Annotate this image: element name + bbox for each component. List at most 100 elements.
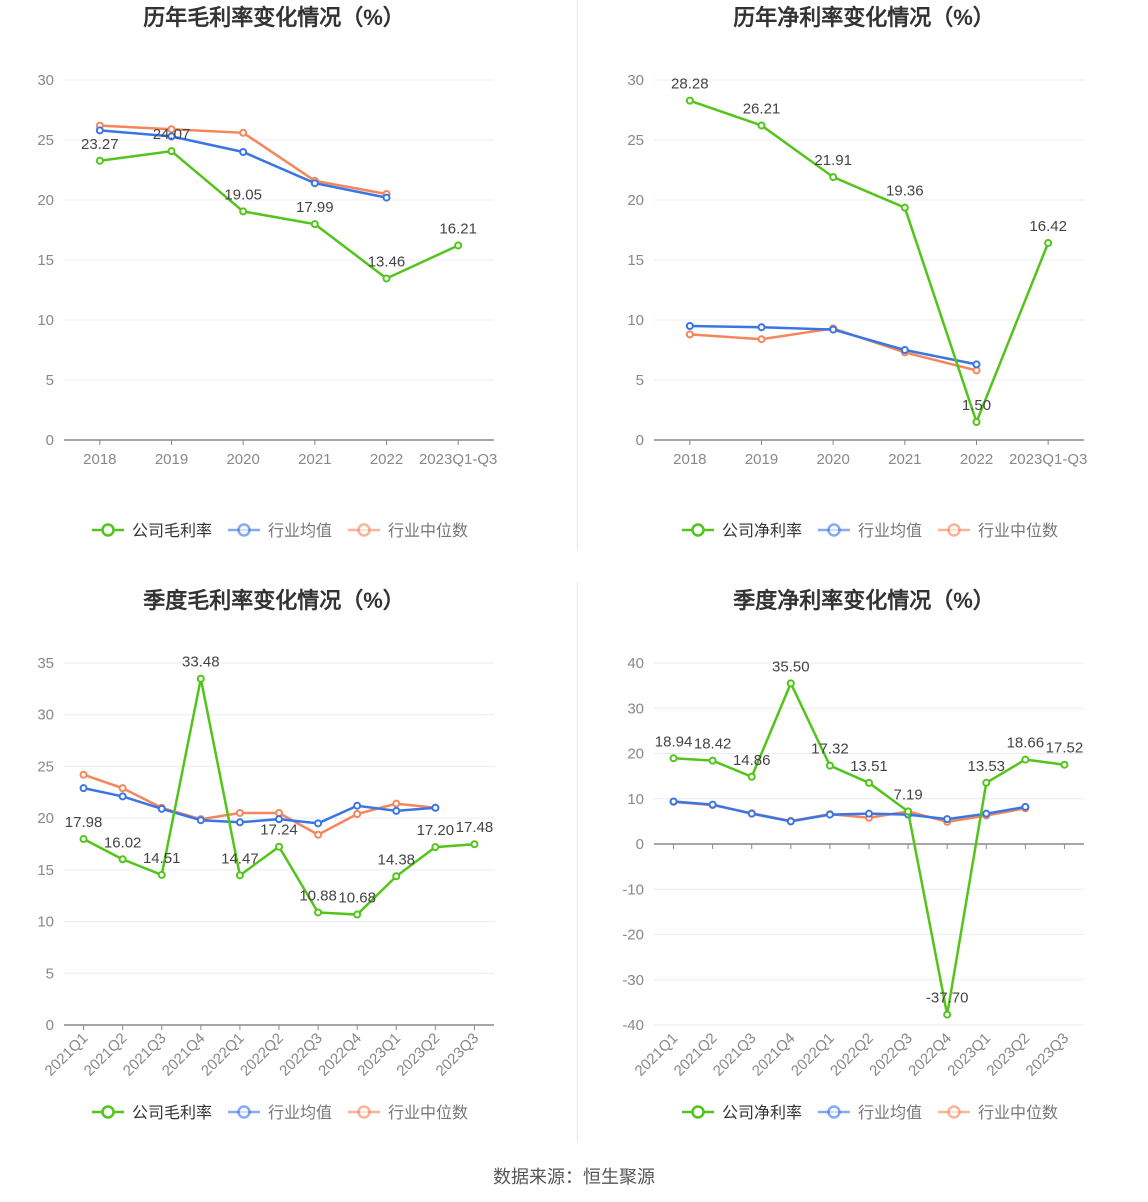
data-label: 16.42 — [1029, 218, 1067, 235]
y-tick-label: 30 — [627, 700, 644, 717]
data-point-avg — [431, 803, 440, 812]
legend-marker-icon — [237, 523, 251, 537]
data-label: 14.47 — [221, 850, 259, 867]
data-point-company — [943, 1010, 952, 1019]
data-label: 16.02 — [104, 834, 142, 851]
data-point-avg — [310, 179, 319, 188]
data-label: 14.38 — [377, 851, 415, 868]
x-tick-label: 2018 — [83, 451, 116, 468]
legend-marker-icon — [947, 523, 961, 537]
data-point-company — [275, 842, 283, 851]
legend-label: 公司净利率 — [722, 522, 802, 540]
data-label: 7.19 — [893, 786, 922, 803]
legend-label: 行业中位数 — [388, 522, 468, 540]
data-point-company — [669, 754, 678, 763]
y-tick-label: 30 — [37, 707, 54, 724]
legend-marker-icon — [691, 1105, 705, 1119]
chart-1: 历年毛利率变化情况（%） 0 5 10 15 20 25 30 2018 2019 2020 2021… — [37, 5, 497, 540]
x-tick-label: 2023Q1-Q3 — [1009, 451, 1087, 468]
data-point-avg — [943, 815, 952, 824]
legend-marker-icon — [357, 523, 371, 537]
x-tick-label: 2019 — [155, 451, 188, 468]
legend-item-median[interactable]: 行业中位数 — [938, 522, 1058, 540]
data-point-company — [1044, 238, 1053, 247]
legend-label: 公司毛利率 — [132, 522, 212, 540]
x-tick-label: 2021 — [888, 451, 921, 468]
legend-label: 行业均值 — [268, 1104, 332, 1122]
data-point-company — [982, 778, 991, 787]
y-tick-label: -20 — [622, 927, 644, 944]
y-tick-label: -40 — [622, 1017, 644, 1034]
x-tick-label: 2020 — [226, 451, 259, 468]
y-tick-label: 0 — [46, 432, 54, 449]
data-point-avg — [747, 809, 756, 818]
legend-item-avg[interactable]: 行业均值 — [228, 1104, 332, 1122]
y-tick-label: -30 — [622, 972, 644, 989]
data-point-company — [685, 96, 694, 105]
series-line-avg — [673, 800, 1026, 823]
y-tick-label: 5 — [46, 372, 54, 389]
data-point-median — [392, 799, 401, 808]
data-point-company — [786, 679, 795, 688]
y-tick-label: 20 — [627, 746, 644, 763]
data-point-avg — [314, 819, 323, 828]
legend-item-median[interactable]: 行业中位数 — [348, 1104, 468, 1122]
data-label: 17.24 — [260, 822, 298, 839]
data-point-avg — [353, 801, 362, 810]
chart-title: 历年净利率变化情况（%） — [733, 5, 995, 30]
data-point-company — [470, 840, 479, 849]
data-label: 1.50 — [962, 397, 991, 414]
legend-marker-icon — [357, 1105, 371, 1119]
x-tick-label: 2020 — [816, 451, 849, 468]
data-point-avg — [157, 804, 166, 813]
data-label: 17.32 — [811, 741, 849, 758]
legend-marker-icon — [827, 523, 841, 537]
chart-title: 季度毛利率变化情况（%） — [143, 588, 405, 613]
legend-item-company[interactable]: 公司净利率 — [682, 522, 802, 540]
y-tick-label: 40 — [627, 655, 644, 672]
legend-label: 行业均值 — [858, 1104, 922, 1122]
data-label: 35.50 — [772, 658, 810, 675]
series-line-company — [689, 99, 1050, 426]
data-point-company — [757, 121, 766, 130]
divider — [577, 582, 578, 1142]
data-label: 19.05 — [224, 186, 262, 203]
divider — [577, 0, 578, 550]
series-line-median — [689, 327, 977, 372]
data-label: 26.21 — [743, 100, 781, 117]
legend-item-company[interactable]: 公司净利率 — [682, 1104, 802, 1122]
data-label: 10.68 — [338, 890, 376, 907]
data-point-company — [392, 872, 401, 881]
legend-item-company[interactable]: 公司毛利率 — [92, 522, 212, 540]
legend-item-median[interactable]: 行业中位数 — [938, 1104, 1058, 1122]
legend-item-avg[interactable]: 行业均值 — [818, 522, 922, 540]
data-point-median — [118, 784, 127, 793]
data-label: 17.99 — [296, 199, 334, 216]
legend-marker-icon — [237, 1105, 251, 1119]
data-point-median — [353, 810, 362, 819]
data-point-company — [157, 870, 166, 879]
y-tick-label: -10 — [622, 881, 644, 898]
y-tick-label: 15 — [37, 252, 54, 269]
y-tick-label: 25 — [37, 132, 54, 149]
data-point-company — [972, 418, 981, 426]
series-line-median — [673, 800, 1026, 824]
y-tick-label: 0 — [46, 1017, 54, 1034]
legend-label: 行业均值 — [268, 522, 332, 540]
data-point-company — [196, 674, 205, 683]
legend-marker-icon — [827, 1105, 841, 1119]
data-point-avg — [392, 806, 401, 815]
data-label: -37.70 — [926, 990, 969, 1007]
chart-4: 季度净利率变化情况（%）-40-30-20-100102030402021Q12… — [622, 588, 1084, 1122]
data-label: 10.88 — [299, 887, 337, 904]
legend-item-avg[interactable]: 行业均值 — [228, 522, 332, 540]
legend-item-avg[interactable]: 行业均值 — [818, 1104, 922, 1122]
data-point-avg — [829, 325, 838, 334]
data-point-company — [310, 220, 319, 229]
data-point-avg — [239, 148, 248, 156]
legend-item-company[interactable]: 公司毛利率 — [92, 1104, 212, 1122]
chart-title: 历年毛利率变化情况（%） — [143, 5, 405, 30]
legend-item-median[interactable]: 行业中位数 — [348, 522, 468, 540]
data-point-avg — [118, 792, 127, 801]
